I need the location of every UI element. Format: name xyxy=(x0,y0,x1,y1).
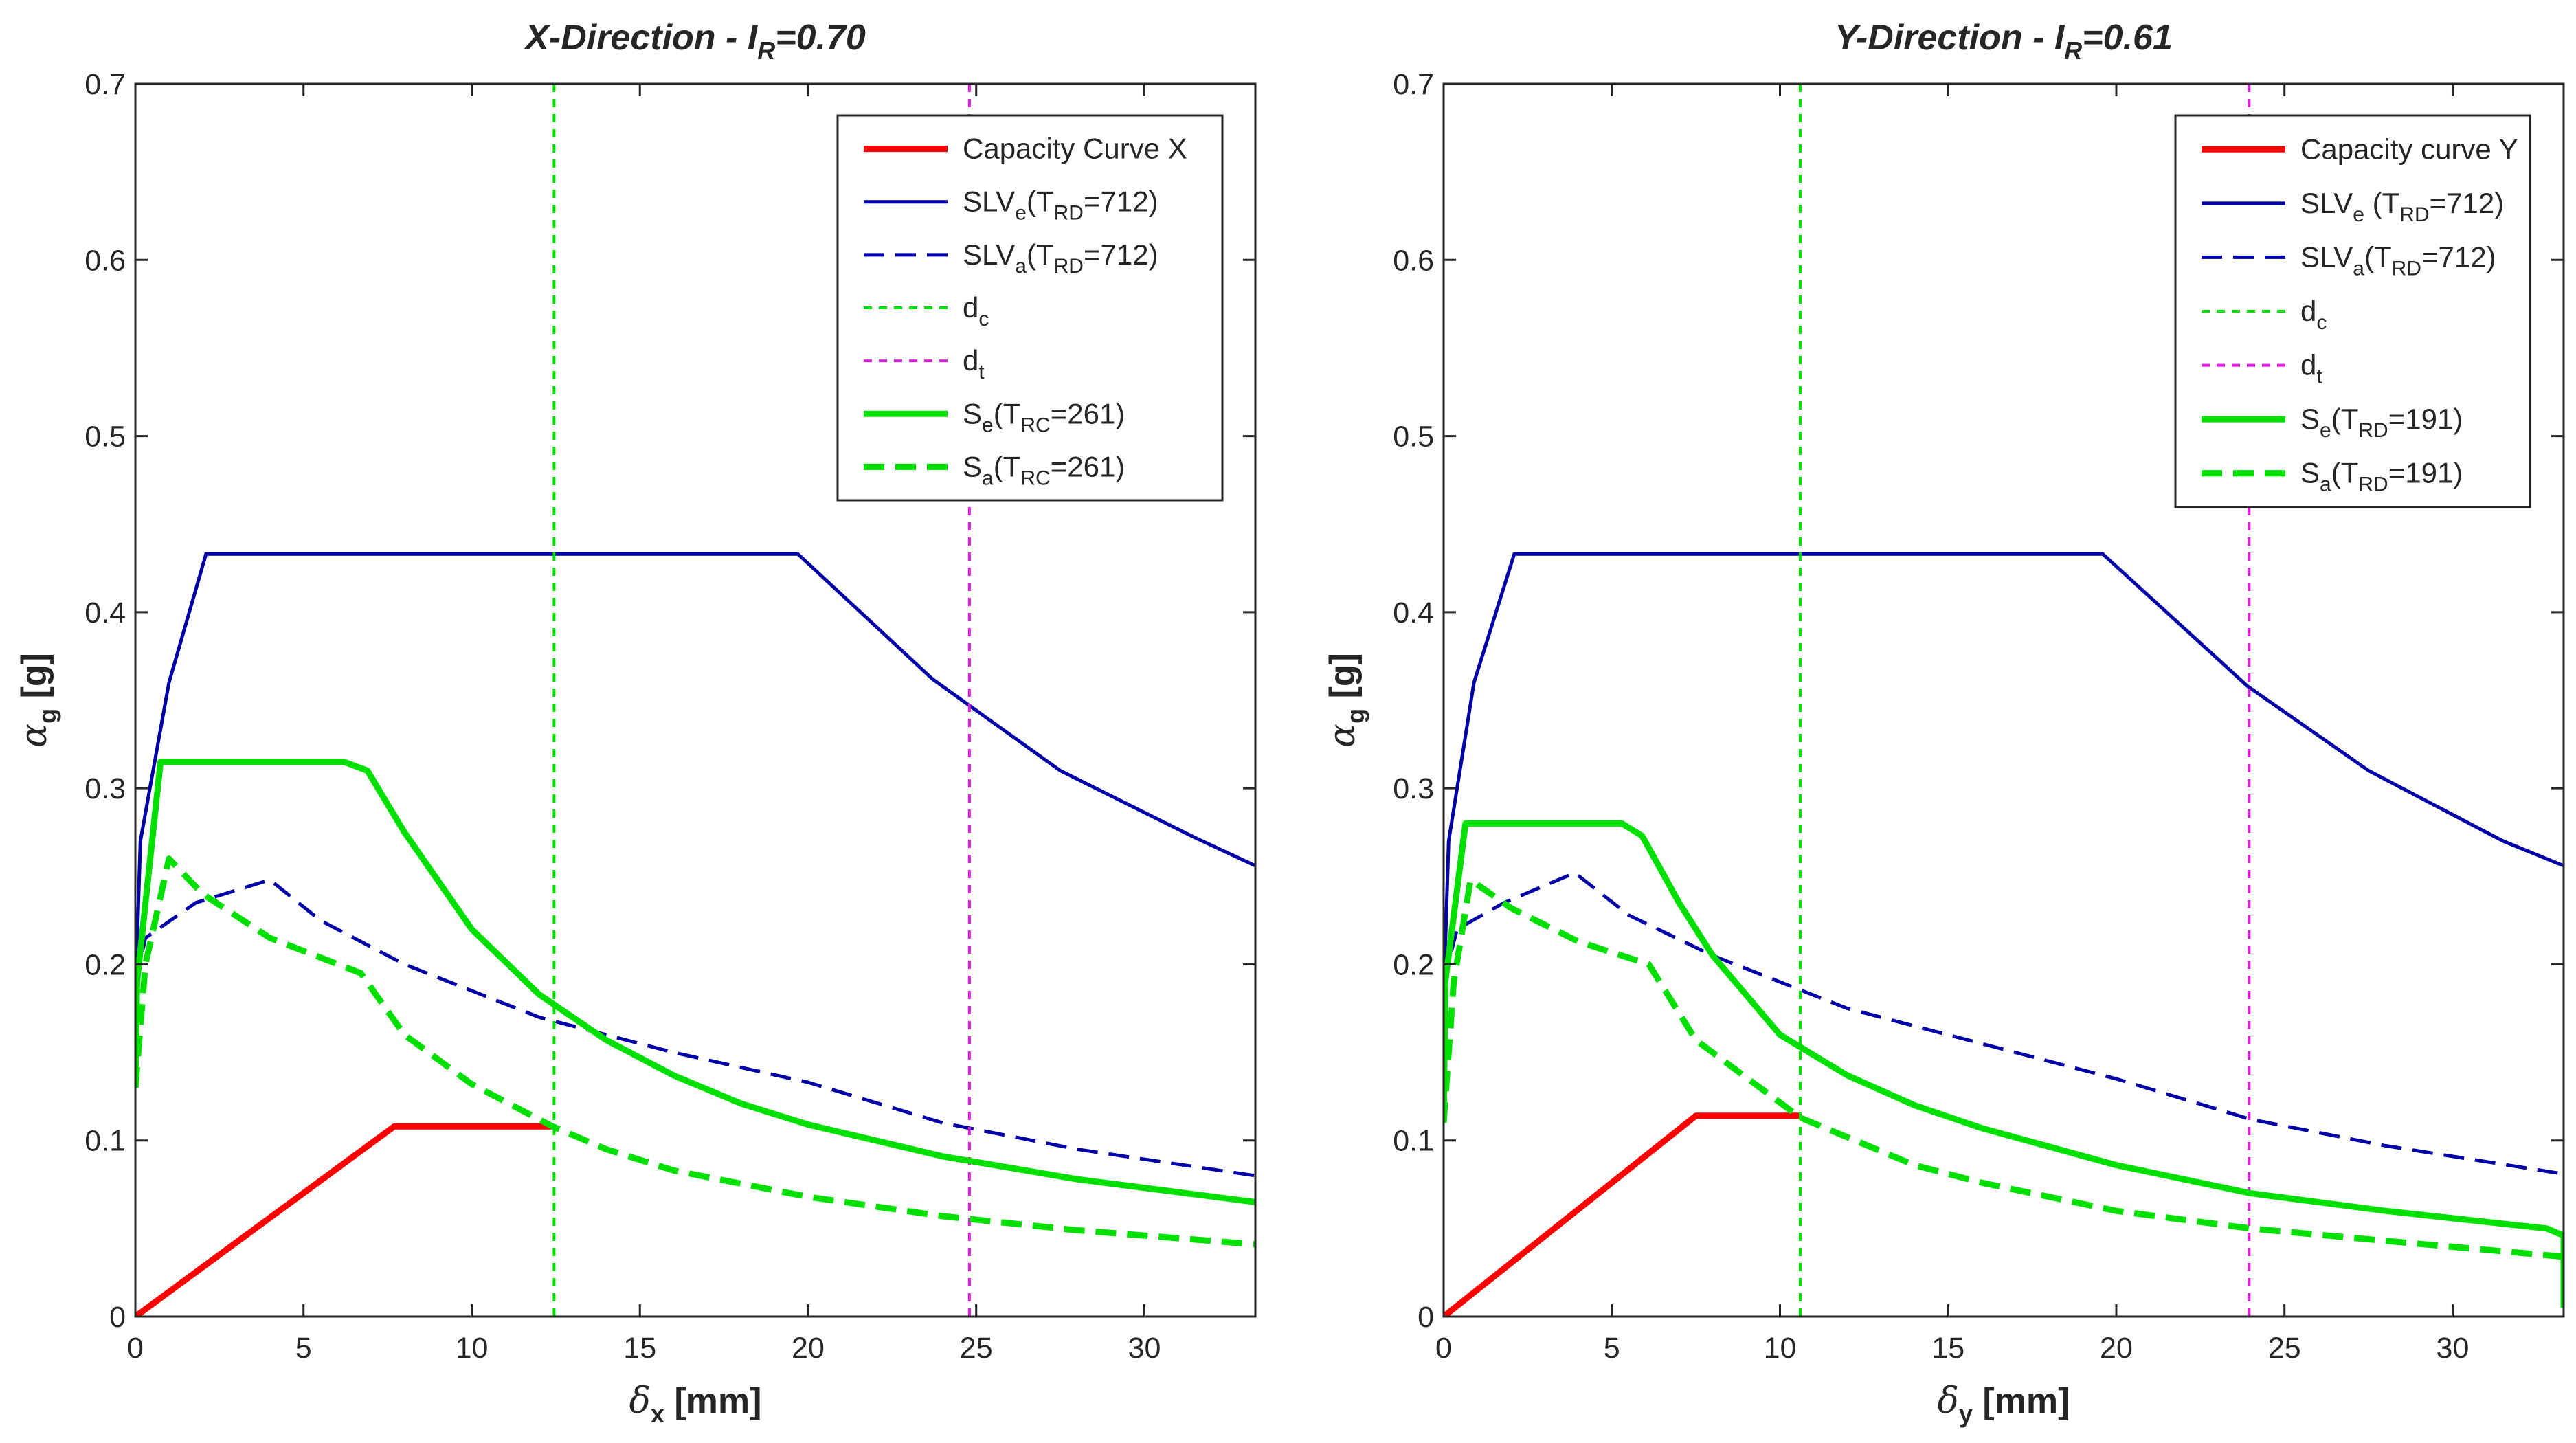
y-tick-label: 0.4 xyxy=(1393,596,1434,629)
y-tick-label: 0 xyxy=(1418,1301,1434,1334)
series-line-sa xyxy=(1444,876,2564,1260)
series-line-capacity xyxy=(1444,1112,1800,1317)
x-tick-label: 30 xyxy=(1128,1332,1161,1365)
series-line-slve xyxy=(135,552,1255,1000)
series-line-se xyxy=(135,759,1255,1205)
legend-label-slva: SLVa(TRD=712) xyxy=(963,238,1158,278)
legend-label-slva: SLVa(TRD=712) xyxy=(2300,240,2496,280)
series-group xyxy=(135,84,1255,1317)
legend-label-slve: SLVe (TRD=712) xyxy=(2300,187,2504,226)
series-line-se xyxy=(1444,820,2564,1308)
legend: Capacity Curve X SLVe(TRD=712) SLVa(TRD=71… xyxy=(836,114,1224,502)
x-tick-label: 20 xyxy=(2100,1332,2133,1365)
axes-box xyxy=(134,82,1257,1318)
y-axis-label: αg [g] xyxy=(1322,653,1369,748)
legend-label-slve: SLVe(TRD=712) xyxy=(963,186,1158,225)
legend-label-se: Se(TRD=191) xyxy=(2300,403,2463,442)
axes-box xyxy=(1442,82,2565,1318)
y-tick-label: 0.1 xyxy=(1393,1125,1434,1158)
x-tick-label: 10 xyxy=(1764,1332,1797,1365)
legend-label-sa: Sa(TRD=191) xyxy=(2300,457,2463,496)
legend-label-dt: dt xyxy=(963,344,985,383)
y-tick-label: 0.5 xyxy=(1393,421,1434,454)
x-axis-label: δy [mm] xyxy=(1938,1380,2070,1428)
legend-label-sa: Sa(TRC=261) xyxy=(963,450,1125,489)
y-axis-label: αg [g] xyxy=(14,653,61,748)
x-tick-label: 0 xyxy=(127,1332,144,1365)
y-tick-label: 0.3 xyxy=(1393,772,1434,805)
y-tick-label: 0.7 xyxy=(85,68,126,101)
x-tick-label: 0 xyxy=(1435,1332,1452,1365)
series-group xyxy=(1444,84,2564,1317)
x-tick-label: 15 xyxy=(1931,1332,1964,1365)
y-tick-label: 0.5 xyxy=(85,421,126,454)
legend-label-se: Se(TRC=261) xyxy=(963,397,1125,436)
y-tick-label: 0.4 xyxy=(85,596,126,629)
legend-box xyxy=(2174,114,2531,508)
y-tick-label: 0.6 xyxy=(85,244,126,277)
y-tick-label: 0.2 xyxy=(85,948,126,981)
legend-label-dt: dt xyxy=(2300,349,2322,388)
series-line-capacity xyxy=(135,1123,552,1317)
y-tick-label: 0 xyxy=(109,1301,126,1334)
x-tick-label: 15 xyxy=(623,1332,656,1365)
series-line-sa xyxy=(135,855,1255,1248)
y-tick-label: 0.2 xyxy=(1393,948,1434,981)
chart-panel-1: 0 5 10 15 20 25 30 0 0.1 0.2 0.3 0.4 0.5 0.6 0.7 X-Dire… xyxy=(14,18,1257,1428)
x-tick-label: 20 xyxy=(792,1332,825,1365)
legend-label-dc: dc xyxy=(2300,295,2327,334)
x-axis-label: δx [mm] xyxy=(629,1380,762,1428)
x-tick-label: 25 xyxy=(960,1332,993,1365)
x-tick-label: 25 xyxy=(2268,1332,2301,1365)
chart-panel-2: 0 5 10 15 20 25 30 0 0.1 0.2 0.3 0.4 0.5 0.6 0.7 Y-Dire… xyxy=(1322,18,2565,1428)
x-tick-label: 10 xyxy=(456,1332,489,1365)
legend-label-dc: dc xyxy=(963,291,989,331)
series-line-slva xyxy=(135,877,1255,1178)
y-tick-label: 0.6 xyxy=(1393,244,1434,277)
legend: Capacity curve Y SLVe (TRD=712) SLVa(TRD=7… xyxy=(2174,114,2531,508)
legend-label-capacity: Capacity curve Y xyxy=(2300,133,2518,165)
x-tick-label: 30 xyxy=(2437,1332,2469,1365)
series-line-slva xyxy=(1444,871,2564,1176)
legend-label-capacity: Capacity Curve X xyxy=(963,133,1187,165)
series-line-slve xyxy=(1444,552,2564,1000)
x-tick-label: 5 xyxy=(295,1332,312,1365)
y-tick-label: 0.1 xyxy=(85,1125,126,1158)
y-tick-label: 0.7 xyxy=(1393,68,1434,101)
chart-title: Y-Direction - IR=0.61 xyxy=(1835,18,2173,65)
chart-title: X-Direction - IR=0.70 xyxy=(523,18,866,65)
x-tick-label: 5 xyxy=(1604,1332,1620,1365)
y-tick-label: 0.3 xyxy=(85,772,126,805)
